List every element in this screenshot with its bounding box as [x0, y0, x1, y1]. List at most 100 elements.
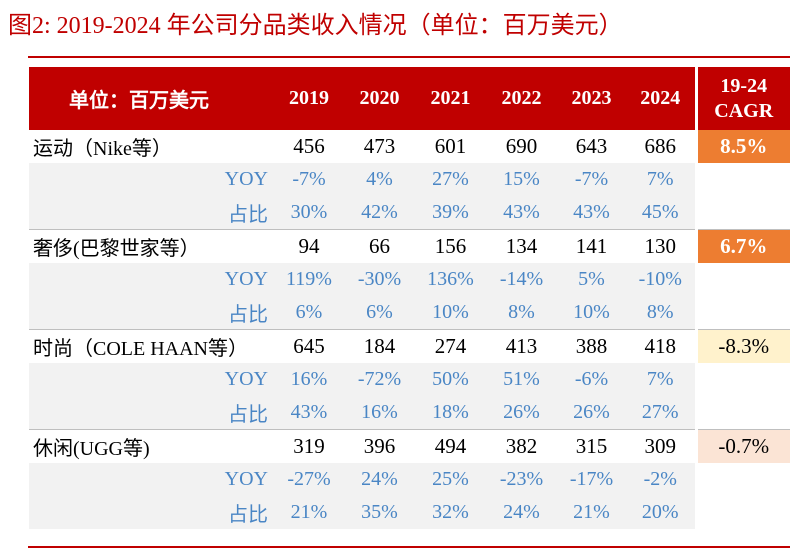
revenue-cell: 66: [344, 229, 415, 263]
revenue-cell: 413: [486, 329, 557, 363]
yoy-row: YOY 16% -72% 50% 51% -6% 7%: [29, 363, 790, 396]
share-cell: 8%: [626, 296, 696, 330]
yoy-label: YOY: [29, 463, 274, 496]
year-header: 2022: [486, 67, 557, 130]
yoy-label: YOY: [29, 163, 274, 196]
yoy-cell: -7%: [274, 163, 344, 196]
yoy-cell: 7%: [626, 163, 696, 196]
year-header: 2024: [626, 67, 696, 130]
yoy-cell: -23%: [486, 463, 557, 496]
yoy-cell: -30%: [344, 263, 415, 296]
figure-title: 图2: 2019-2024 年公司分品类收入情况（单位：百万美元）: [8, 13, 623, 39]
yoy-cell: 16%: [274, 363, 344, 396]
share-cell: 18%: [415, 396, 486, 430]
yoy-cell: 50%: [415, 363, 486, 396]
yoy-cell: 15%: [486, 163, 557, 196]
yoy-cell: 24%: [344, 463, 415, 496]
category-row: 运动（Nike等） 456 473 601 690 643 686 8.5%: [29, 130, 790, 163]
yoy-cell: 27%: [415, 163, 486, 196]
revenue-cell: 309: [626, 429, 696, 463]
share-cell: 32%: [415, 496, 486, 529]
cagr-header-label: CAGR: [714, 99, 774, 122]
share-row: 占比 30% 42% 39% 43% 43% 45%: [29, 196, 790, 230]
yoy-cell: -27%: [274, 463, 344, 496]
share-cell: 42%: [344, 196, 415, 230]
yoy-row: YOY -7% 4% 27% 15% -7% 7%: [29, 163, 790, 196]
yoy-row: YOY 119% -30% 136% -14% 5% -10%: [29, 263, 790, 296]
share-cell: 35%: [344, 496, 415, 529]
revenue-cell: 601: [434, 134, 467, 158]
category-name: 奢侈(巴黎世家等）: [29, 229, 274, 263]
unit-header: 单位：百万美元: [29, 67, 274, 130]
yoy-label: YOY: [29, 263, 274, 296]
yoy-cell: -2%: [626, 463, 696, 496]
cagr-cell: 6.7%: [694, 229, 790, 263]
revenue-cell: 643: [575, 134, 608, 158]
title-divider: [28, 56, 790, 58]
revenue-cell: 494: [415, 429, 486, 463]
yoy-cell: 4%: [344, 163, 415, 196]
share-cell: 45%: [626, 196, 696, 230]
bottom-divider: [28, 546, 790, 548]
revenue-cell: 686: [644, 134, 677, 158]
cagr-blank-cell: [694, 396, 790, 430]
revenue-cell: 645: [274, 329, 344, 363]
cagr-blank-cell: [694, 196, 790, 230]
share-cell: 43%: [557, 196, 626, 230]
share-cell: 6%: [274, 296, 344, 330]
share-label: 占比: [29, 196, 274, 230]
revenue-cell: 315: [557, 429, 626, 463]
yoy-cell: -72%: [344, 363, 415, 396]
cagr-blank-cell: [694, 496, 790, 529]
table-body: 运动（Nike等） 456 473 601 690 643 686 8.5% YOY -7% 4% 2…: [29, 130, 790, 529]
share-cell: 10%: [557, 296, 626, 330]
share-row: 占比 21% 35% 32% 24% 21% 20%: [29, 496, 790, 529]
yoy-cell: 51%: [486, 363, 557, 396]
category-row: 休闲(UGG等) 319 396 494 382 315 309 -0.7%: [29, 429, 790, 463]
share-cell: 16%: [344, 396, 415, 430]
revenue-cell: 418: [626, 329, 696, 363]
revenue-cell: 388: [557, 329, 626, 363]
revenue-cell: 456: [293, 134, 325, 158]
category-name: 时尚（COLE HAAN等）: [29, 329, 274, 363]
share-cell: 39%: [415, 196, 486, 230]
share-row: 占比 6% 6% 10% 8% 10% 8%: [29, 296, 790, 330]
year-header: 2020: [344, 67, 415, 130]
revenue-cell: 396: [344, 429, 415, 463]
category-name: 休闲(UGG等): [29, 429, 274, 463]
revenue-cell: 690: [505, 134, 538, 158]
cagr-cell: -0.7%: [694, 429, 790, 463]
yoy-cell: -17%: [557, 463, 626, 496]
cagr-blank-cell: [694, 463, 790, 496]
yoy-cell: 25%: [415, 463, 486, 496]
revenue-cell: 319: [274, 429, 344, 463]
share-cell: 26%: [557, 396, 626, 430]
share-cell: 30%: [274, 196, 344, 230]
yoy-row: YOY -27% 24% 25% -23% -17% -2%: [29, 463, 790, 496]
revenue-cell: 94: [274, 229, 344, 263]
revenue-cell: 156: [415, 229, 486, 263]
cagr-header-range: 19-24: [720, 74, 768, 97]
yoy-cell: 7%: [626, 363, 696, 396]
revenue-cell: 134: [486, 229, 557, 263]
share-cell: 10%: [415, 296, 486, 330]
share-cell: 26%: [486, 396, 557, 430]
cagr-blank-cell: [694, 296, 790, 330]
share-cell: 20%: [626, 496, 696, 529]
yoy-cell: -7%: [557, 163, 626, 196]
revenue-cell: 382: [486, 429, 557, 463]
share-cell: 21%: [274, 496, 344, 529]
table-header-row: 单位：百万美元 2019 2020 2021 2022 2023 2024 19…: [29, 67, 790, 130]
cagr-blank-cell: [694, 263, 790, 296]
revenue-cell: 473: [363, 134, 396, 158]
share-label: 占比: [29, 496, 274, 529]
year-header: 2021: [415, 67, 486, 130]
revenue-cell: 130: [626, 229, 696, 263]
share-label: 占比: [29, 396, 274, 430]
cagr-cell: -8.3%: [694, 329, 790, 363]
cagr-cell: 8.5%: [694, 130, 790, 163]
share-cell: 21%: [557, 496, 626, 529]
share-cell: 8%: [486, 296, 557, 330]
share-cell: 27%: [626, 396, 696, 430]
cagr-blank-cell: [694, 163, 790, 196]
